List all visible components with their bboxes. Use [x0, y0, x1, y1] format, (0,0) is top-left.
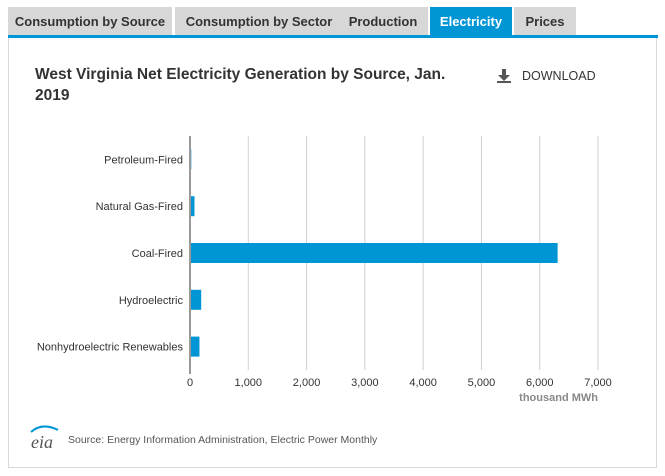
x-tick-label: 0 [187, 377, 193, 389]
x-tick-label: 3,000 [351, 377, 379, 389]
bar-nonhydroelectric-renewables[interactable] [191, 336, 200, 357]
x-axis-title: thousand MWh [519, 392, 598, 404]
category-label: Petroleum-Fired [104, 154, 183, 166]
x-tick-label: 1,000 [235, 377, 263, 389]
x-tick-label: 4,000 [409, 377, 437, 389]
eia-logo-text: eia [31, 432, 53, 452]
tab-prices[interactable]: Prices [514, 7, 576, 35]
source-note: Source: Energy Information Administratio… [68, 434, 378, 446]
tab-underline [8, 35, 658, 38]
bar-hydroelectric[interactable] [191, 289, 202, 310]
bar-coal-fired[interactable] [191, 243, 558, 263]
tab-production[interactable]: Production [338, 7, 428, 35]
tab-consumption-by-source[interactable]: Consumption by Source [8, 7, 172, 35]
x-tick-label: 6,000 [526, 377, 554, 389]
category-label: Nonhydroelectric Renewables [37, 342, 184, 354]
category-label: Coal-Fired [132, 248, 183, 260]
tab-electricity[interactable]: Electricity [430, 7, 512, 35]
tab-consumption-by-sector[interactable]: Consumption by Sector [175, 7, 343, 35]
chart-title: West Virginia Net Electricity Generation… [35, 66, 446, 104]
download-button[interactable]: DOWNLOAD [496, 66, 596, 86]
x-tick-label: 2,000 [293, 377, 321, 389]
eia-logo: eia [28, 424, 62, 452]
x-tick-label: 5,000 [468, 377, 496, 389]
bar-natural-gas-fired[interactable] [191, 196, 195, 217]
download-label: DOWNLOAD [522, 69, 596, 83]
x-tick-label: 7,000 [584, 377, 612, 389]
category-label: Hydroelectric [119, 295, 184, 307]
category-label: Natural Gas-Fired [96, 201, 183, 213]
download-icon [496, 68, 512, 84]
